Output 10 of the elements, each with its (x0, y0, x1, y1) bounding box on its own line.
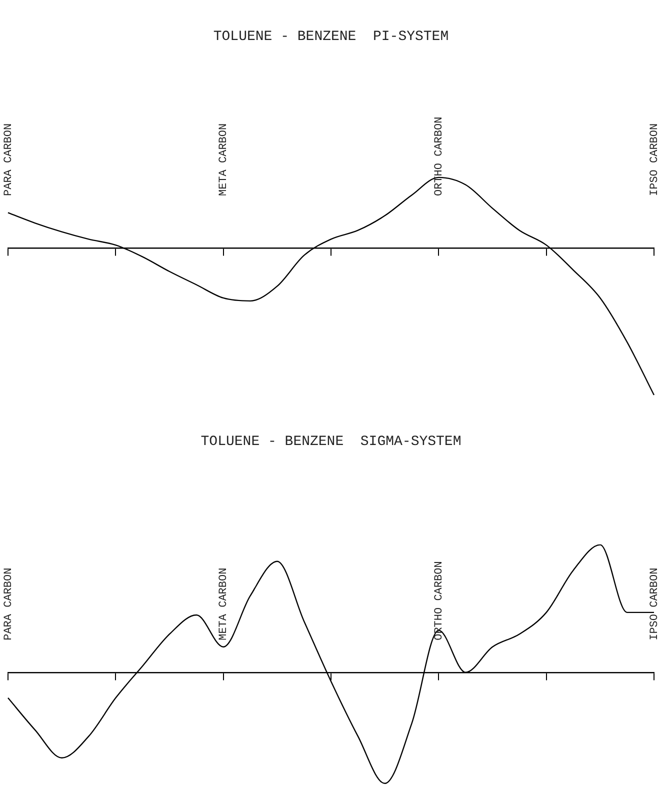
chart-title: TOLUENE - BENZENE PI-SYSTEM (213, 29, 449, 46)
x-tick-label: PARA CARBON (2, 123, 15, 196)
x-tick-label: ORTHO CARBON (434, 561, 446, 640)
chart-title: TOLUENE - BENZENE SIGMA-SYSTEM (200, 434, 462, 450)
x-tick-label: ORTHO CARBON (434, 116, 446, 196)
x-tick-label: META CARBON (218, 123, 230, 196)
x-tick-label: META CARBON (218, 568, 230, 640)
x-tick-label: PARA CARBON (2, 568, 15, 640)
x-tick-label: IPSO CARBON (648, 123, 661, 196)
x-tick-label: IPSO CARBON (648, 568, 661, 640)
